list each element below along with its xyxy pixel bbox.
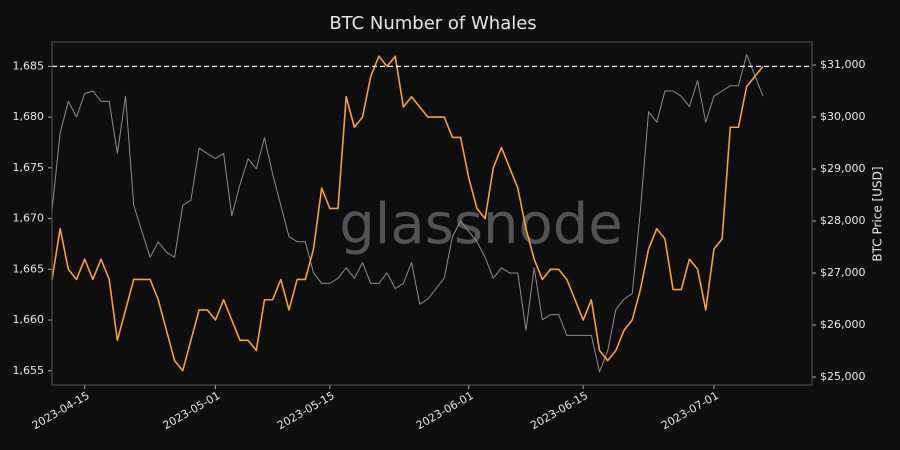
- y2-tick-label: $28,000: [820, 214, 866, 227]
- y-tick-label: 1,675: [13, 161, 45, 174]
- plot-frame: [51, 41, 813, 386]
- y2-tick-label: $25,000: [820, 370, 866, 383]
- y2-tick-label: $31,000: [820, 58, 866, 71]
- data-line: [51, 55, 764, 372]
- data-line: [51, 54, 764, 373]
- y2-tick-label: $29,000: [820, 162, 866, 175]
- y2-tick-label: $27,000: [820, 266, 866, 279]
- y-tick-label: 1,665: [13, 262, 45, 275]
- y-tick-label: 1,660: [13, 313, 45, 326]
- y-tick-label: 1,685: [13, 59, 45, 72]
- y2-axis-label: BTC Price [USD]: [871, 166, 885, 261]
- y-tick-label: 1,670: [13, 212, 45, 225]
- watermark: glassnode: [339, 192, 623, 257]
- chart-title: BTC Number of Whales: [329, 13, 536, 34]
- y2-tick-label: $30,000: [820, 110, 866, 123]
- y2-tick-label: $26,000: [820, 318, 866, 331]
- y-tick-label: 1,655: [13, 364, 45, 377]
- y-tick-label: 1,680: [13, 110, 45, 123]
